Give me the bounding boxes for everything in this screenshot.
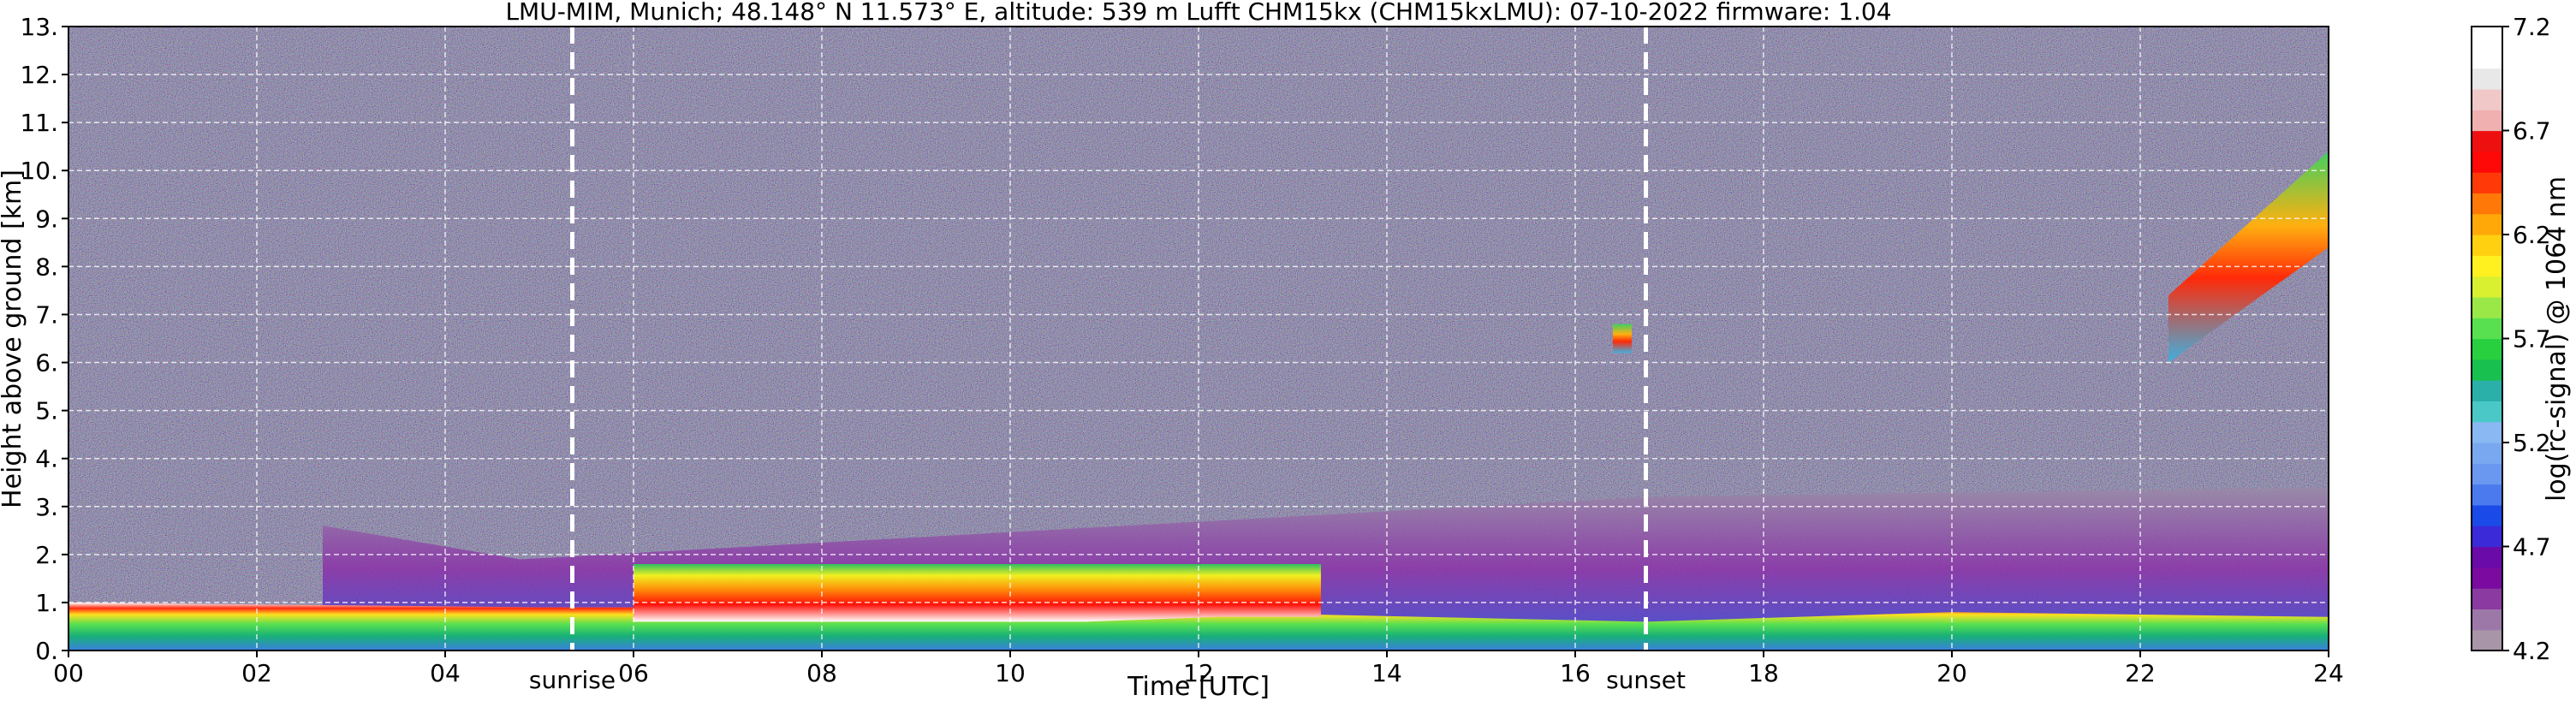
colorbar-segment (2472, 588, 2502, 609)
colorbar-segment (2472, 526, 2502, 548)
colorbar-segment (2472, 546, 2502, 568)
colorbar-tick-label: 7.2 (2513, 13, 2551, 41)
colorbar-segment (2472, 504, 2502, 526)
colorbar-segment (2472, 88, 2502, 110)
x-tick-label: 22 (2125, 659, 2156, 687)
x-tick-label: 04 (430, 659, 461, 687)
x-tick-label: 08 (806, 659, 837, 687)
x-tick-label: 00 (53, 659, 84, 687)
x-tick-label: 14 (1371, 659, 1402, 687)
layer-boundary-layer-cloud (634, 564, 1321, 622)
y-tick-label: 13. (20, 13, 58, 41)
layer-upper-cloud (2168, 151, 2329, 363)
colorbar-tick-label: 6.7 (2513, 117, 2551, 146)
colorbar-segment (2472, 172, 2502, 193)
colorbar-segment (2472, 151, 2502, 173)
x-tick-label: 10 (995, 659, 1026, 687)
colorbar-segment (2472, 629, 2502, 651)
colorbar-segment (2472, 213, 2502, 235)
y-tick-label: 11. (20, 109, 58, 137)
colorbar-tick-label: 6.2 (2513, 221, 2551, 249)
colorbar-segment (2472, 276, 2502, 298)
y-tick-label: 9. (35, 205, 58, 233)
y-tick-label: 4. (35, 445, 58, 473)
x-tick-label: 06 (618, 659, 649, 687)
colorbar-ticks: 4.2 4.7 5.2 5.7 6.2 6.7 7.2 (2502, 13, 2551, 665)
sun-annotations: sunrise sunset (529, 27, 1686, 694)
layer-mid-level-cloud (1613, 324, 1632, 354)
x-axis: 00 02 04 06 08 10 12 14 16 18 20 22 24 (53, 651, 2344, 687)
y-tick-label: 1. (35, 589, 58, 617)
colorbar-segment (2472, 110, 2502, 132)
y-tick-label: 0. (35, 637, 58, 665)
colorbar-segment (2472, 27, 2502, 48)
y-tick-label: 7. (35, 300, 58, 329)
colorbar-segment (2472, 484, 2502, 506)
colorbar-segment (2472, 193, 2502, 215)
colorbar-segment (2472, 380, 2502, 401)
colorbar-segment (2472, 130, 2502, 152)
colorbar-tick-label: 5.7 (2513, 325, 2551, 354)
colorbar-segment (2472, 567, 2502, 589)
colorbar-tick-label: 4.2 (2513, 637, 2551, 665)
y-tick-label: 5. (35, 397, 58, 425)
x-tick-label: 02 (241, 659, 272, 687)
y-axis: 0. 1. 2. 3. 4. 5. 6. 7. 8. 9. 10. 11. 12. 13. (20, 13, 68, 665)
colorbar-segment (2472, 443, 2502, 464)
y-tick-label: 6. (35, 349, 58, 377)
colorbar-segment (2472, 401, 2502, 423)
colorbar-segment (2472, 338, 2502, 360)
colorbar-segment (2472, 255, 2502, 277)
x-tick-label: 12 (1183, 659, 1214, 687)
colorbar-segment (2472, 359, 2502, 381)
colorbar-segments (2472, 27, 2502, 651)
colorbar: 4.2 4.7 5.2 5.7 6.2 6.7 7.2 log(rc-signal) @ 1… (2471, 13, 2572, 665)
x-tick-label: 20 (1936, 659, 1967, 687)
y-tick-label: 3. (35, 493, 58, 521)
colorbar-segment (2472, 318, 2502, 340)
chart-title: LMU-MIM, Munich; 48.148° N 11.573° E, al… (505, 0, 1891, 26)
colorbar-segment (2472, 47, 2502, 69)
x-tick-label: 18 (1748, 659, 1779, 687)
sunrise-label: sunrise (529, 666, 616, 694)
colorbar-segment (2472, 609, 2502, 631)
y-axis-label: Height above ground [km] (0, 169, 27, 508)
colorbar-segment (2472, 235, 2502, 256)
y-tick-label: 8. (35, 253, 58, 281)
plot-area: sunrise sunset (68, 26, 2329, 694)
sunset-label: sunset (1606, 666, 1686, 694)
x-axis-label: Time [UTC] (1127, 672, 1270, 702)
colorbar-segment (2472, 421, 2502, 443)
grid-lines (68, 27, 2329, 651)
y-tick-label: 12. (20, 61, 58, 89)
y-tick-label: 10. (20, 157, 58, 185)
colorbar-tick-label: 5.2 (2513, 429, 2551, 457)
x-tick-label: 16 (1560, 659, 1591, 687)
colorbar-label: log(rc-signal) @ 1064 nm (2542, 176, 2572, 502)
x-tick-label: 24 (2313, 659, 2344, 687)
colorbar-segment (2472, 296, 2502, 318)
y-tick-label: 2. (35, 541, 58, 569)
colorbar-segment (2472, 68, 2502, 90)
colorbar-tick-label: 4.7 (2513, 533, 2551, 561)
colorbar-segment (2472, 463, 2502, 485)
